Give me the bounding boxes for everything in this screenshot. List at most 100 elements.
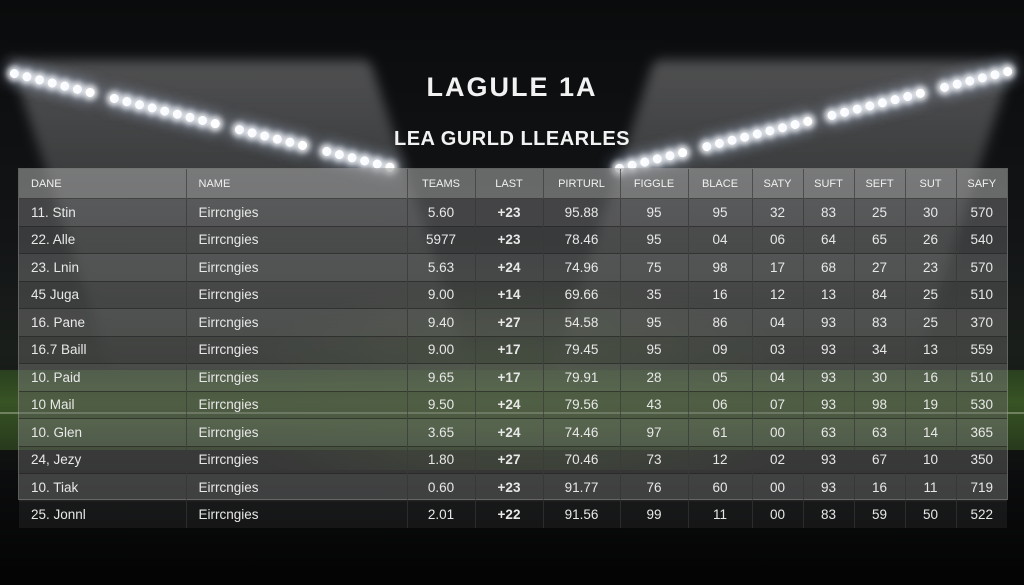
table-cell: 93	[803, 390, 855, 419]
table-cell: 16	[688, 280, 753, 309]
table-cell: 84	[854, 280, 906, 309]
table-cell: 10. Glen	[19, 418, 187, 446]
table-row[interactable]: 16. Pane Eirrcngies 9.40 +27 54.58 95 86 04 93 83…	[19, 308, 1007, 336]
column-header[interactable]: DANE	[19, 169, 187, 199]
column-header[interactable]: BLACE	[688, 169, 753, 199]
table-cell: 78.46	[543, 225, 621, 254]
table-cell: 25. Jonnl	[19, 500, 187, 528]
table-cell: Eirrcngies	[186, 335, 408, 364]
table-cell: 03	[752, 335, 804, 364]
table-cell: +27	[475, 308, 544, 336]
table-row[interactable]: 10. Glen Eirrcngies 3.65 +24 74.46 97 61 00 63 63…	[19, 418, 1007, 446]
table-cell: Eirrcngies	[186, 308, 408, 336]
table-cell: 34	[854, 335, 906, 364]
table-cell: Eirrcngies	[186, 198, 408, 226]
table-cell: 68	[803, 253, 855, 281]
table-cell: 16	[854, 473, 906, 501]
table-cell: 54.58	[543, 308, 621, 336]
table-cell: 95	[620, 198, 689, 226]
table-cell: 350	[956, 445, 1007, 474]
table-cell: 522	[956, 500, 1007, 528]
table-cell: 83	[803, 500, 855, 528]
table-cell: +24	[475, 418, 544, 446]
table-cell: 10	[905, 445, 957, 474]
table-cell: 02	[752, 445, 804, 474]
table-cell: 559	[956, 335, 1007, 364]
table-cell: 35	[620, 280, 689, 309]
table-cell: Eirrcngies	[186, 363, 408, 391]
table-row[interactable]: 10. Tiak Eirrcngies 0.60 +23 91.77 76 60 00 93 16…	[19, 473, 1007, 501]
table-cell: 9.65	[407, 363, 476, 391]
table-cell: 00	[752, 500, 804, 528]
table-row[interactable]: 23. Lnin Eirrcngies 5.63 +24 74.96 75 98 17 68 27…	[19, 253, 1007, 281]
column-header[interactable]: SATY	[752, 169, 804, 199]
table-cell: +14	[475, 280, 544, 309]
table-cell: 16	[905, 363, 957, 391]
table-row[interactable]: 10. Paid Eirrcngies 9.65 +17 79.91 28 05 04 93 30…	[19, 363, 1007, 391]
table-cell: 91.77	[543, 473, 621, 501]
table-cell: 43	[620, 390, 689, 419]
table-cell: 10. Paid	[19, 363, 187, 391]
table-cell: 70.46	[543, 445, 621, 474]
column-header[interactable]: SUT	[905, 169, 957, 199]
table-cell: Eirrcngies	[186, 445, 408, 474]
table-cell: 95	[620, 308, 689, 336]
table-cell: +22	[475, 500, 544, 528]
table-cell: 95	[688, 198, 753, 226]
table-cell: 2.01	[407, 500, 476, 528]
column-header[interactable]: SAFY	[956, 169, 1007, 199]
table-cell: 365	[956, 418, 1007, 446]
table-cell: 13	[905, 335, 957, 364]
table-cell: 0.60	[407, 473, 476, 501]
table-cell: 99	[620, 500, 689, 528]
table-cell: 30	[905, 198, 957, 226]
table-cell: 79.91	[543, 363, 621, 391]
table-cell: 370	[956, 308, 1007, 336]
table-cell: Eirrcngies	[186, 473, 408, 501]
table-row[interactable]: 24, Jezy Eirrcngies 1.80 +27 70.46 73 12 02 93 67…	[19, 445, 1007, 474]
table-row[interactable]: 11. Stin Eirrcngies 5.60 +23 95.88 95 95 32 83 25…	[19, 198, 1007, 226]
table-cell: 93	[803, 445, 855, 474]
column-header[interactable]: SEFT	[854, 169, 906, 199]
table-cell: 93	[803, 335, 855, 364]
table-cell: +24	[475, 253, 544, 281]
table-cell: Eirrcngies	[186, 280, 408, 309]
table-cell: 63	[803, 418, 855, 446]
table-cell: 23. Lnin	[19, 253, 187, 281]
standings-table: DANE NAME TEAMS LAST PIRTURL FIGGLE BLACE SATY S…	[19, 169, 1007, 528]
table-cell: 73	[620, 445, 689, 474]
table-row[interactable]: 25. Jonnl Eirrcngies 2.01 +22 91.56 99 11 00 83 5…	[19, 500, 1007, 528]
column-header[interactable]: PIRTURL	[543, 169, 621, 199]
table-row[interactable]: 10 Mail Eirrcngies 9.50 +24 79.56 43 06 07 93 98 1…	[19, 390, 1007, 419]
table-cell: 61	[688, 418, 753, 446]
table-cell: 25	[905, 308, 957, 336]
table-cell: 93	[803, 363, 855, 391]
table-row[interactable]: 45 Juga Eirrcngies 9.00 +14 69.66 35 16 12 13 84 2…	[19, 280, 1007, 309]
table-cell: 09	[688, 335, 753, 364]
table-cell: +23	[475, 198, 544, 226]
table-row[interactable]: 16.7 Baill Eirrcngies 9.00 +17 79.45 95 09 03 93…	[19, 335, 1007, 364]
table-cell: 26	[905, 225, 957, 254]
table-cell: 16. Pane	[19, 308, 187, 336]
table-cell: +24	[475, 390, 544, 419]
table-cell: 95	[620, 335, 689, 364]
column-header[interactable]: FIGGLE	[620, 169, 689, 199]
table-cell: 5977	[407, 225, 476, 254]
table-row[interactable]: 22. Alle Eirrcngies 5977 +23 78.46 95 04 06 64 65…	[19, 225, 1007, 254]
table-cell: 45 Juga	[19, 280, 187, 309]
column-header[interactable]: LAST	[475, 169, 544, 199]
column-header[interactable]: NAME	[186, 169, 408, 199]
table-cell: 60	[688, 473, 753, 501]
table-cell: 10 Mail	[19, 390, 187, 419]
table-cell: 79.56	[543, 390, 621, 419]
column-header[interactable]: TEAMS	[407, 169, 476, 199]
table-cell: 570	[956, 198, 1007, 226]
table-cell: +23	[475, 473, 544, 501]
table-cell: 04	[752, 363, 804, 391]
table-cell: 570	[956, 253, 1007, 281]
column-header[interactable]: SUFT	[803, 169, 855, 199]
table-cell: Eirrcngies	[186, 500, 408, 528]
table-cell: 11	[688, 500, 753, 528]
table-cell: Eirrcngies	[186, 225, 408, 254]
table-cell: 91.56	[543, 500, 621, 528]
